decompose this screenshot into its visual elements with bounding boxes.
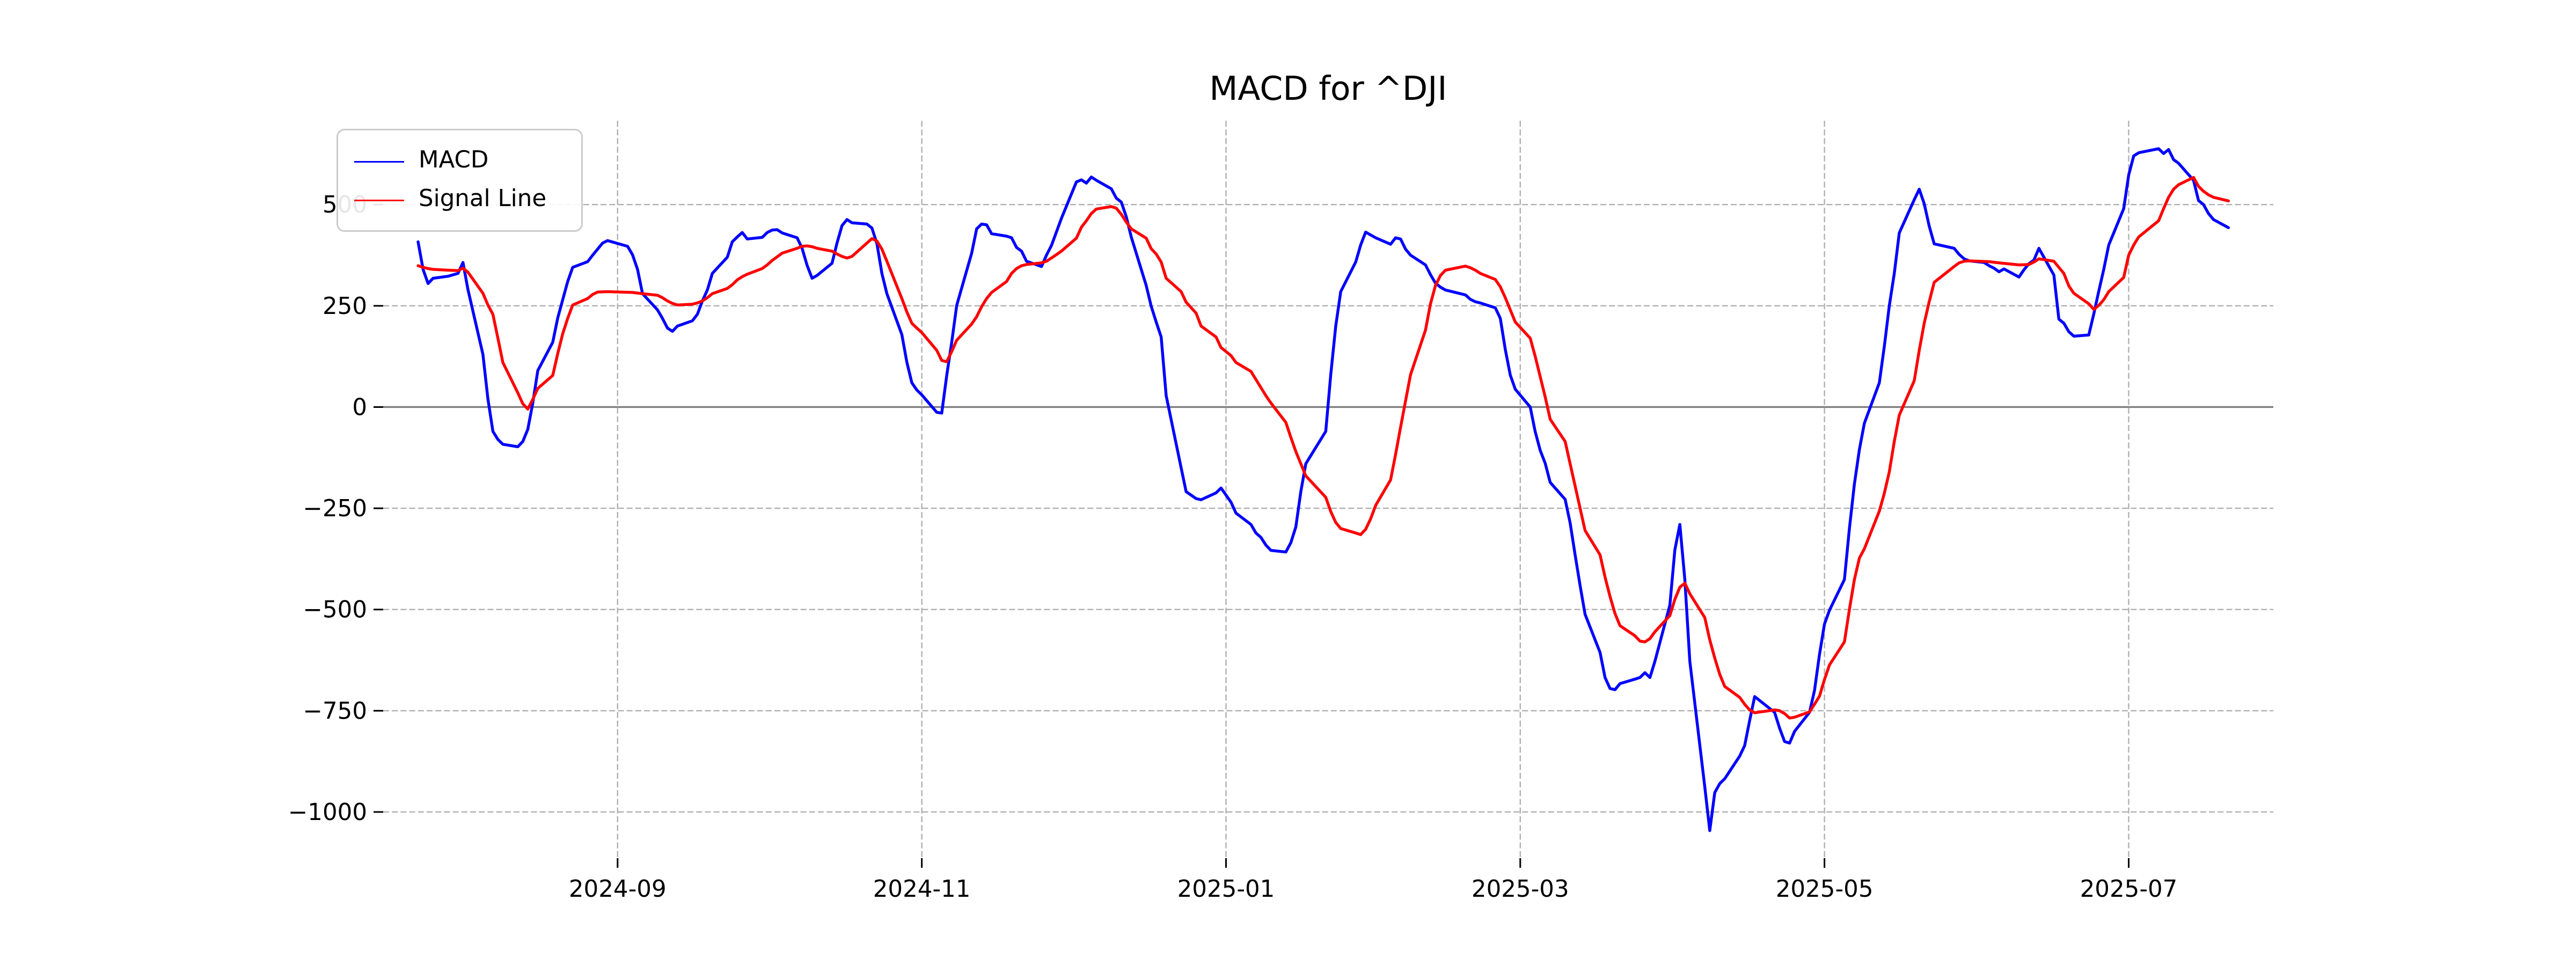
y-tick-label: −500 xyxy=(303,597,367,624)
x-tick-label: 2025-07 xyxy=(2080,876,2178,903)
legend-label-macd: MACD xyxy=(419,148,489,174)
legend-label-signal: Signal Line xyxy=(419,187,547,213)
signal-line-swatch-icon xyxy=(354,199,404,201)
x-tick-label: 2024-11 xyxy=(873,876,971,903)
legend: MACD Signal Line xyxy=(336,129,583,232)
macd-line-swatch-icon xyxy=(354,160,404,162)
legend-item-signal: Signal Line xyxy=(354,180,581,219)
y-tick-label: 250 xyxy=(323,293,367,320)
macd-line xyxy=(416,147,2230,832)
signal-line xyxy=(416,175,2230,720)
legend-item-macd: MACD xyxy=(354,142,581,180)
x-tick-label: 2024-09 xyxy=(569,876,667,903)
y-tick-label: −750 xyxy=(303,698,367,724)
x-tick-label: 2025-05 xyxy=(1776,876,1874,903)
y-tick-label: −250 xyxy=(303,495,367,522)
chart-title: MACD for ^DJI xyxy=(1209,69,1447,108)
y-tick-label: 0 xyxy=(352,394,367,421)
x-tick-label: 2025-01 xyxy=(1177,876,1275,903)
x-tick-label: 2025-03 xyxy=(1472,876,1569,903)
y-tick-label: −1000 xyxy=(288,799,367,826)
